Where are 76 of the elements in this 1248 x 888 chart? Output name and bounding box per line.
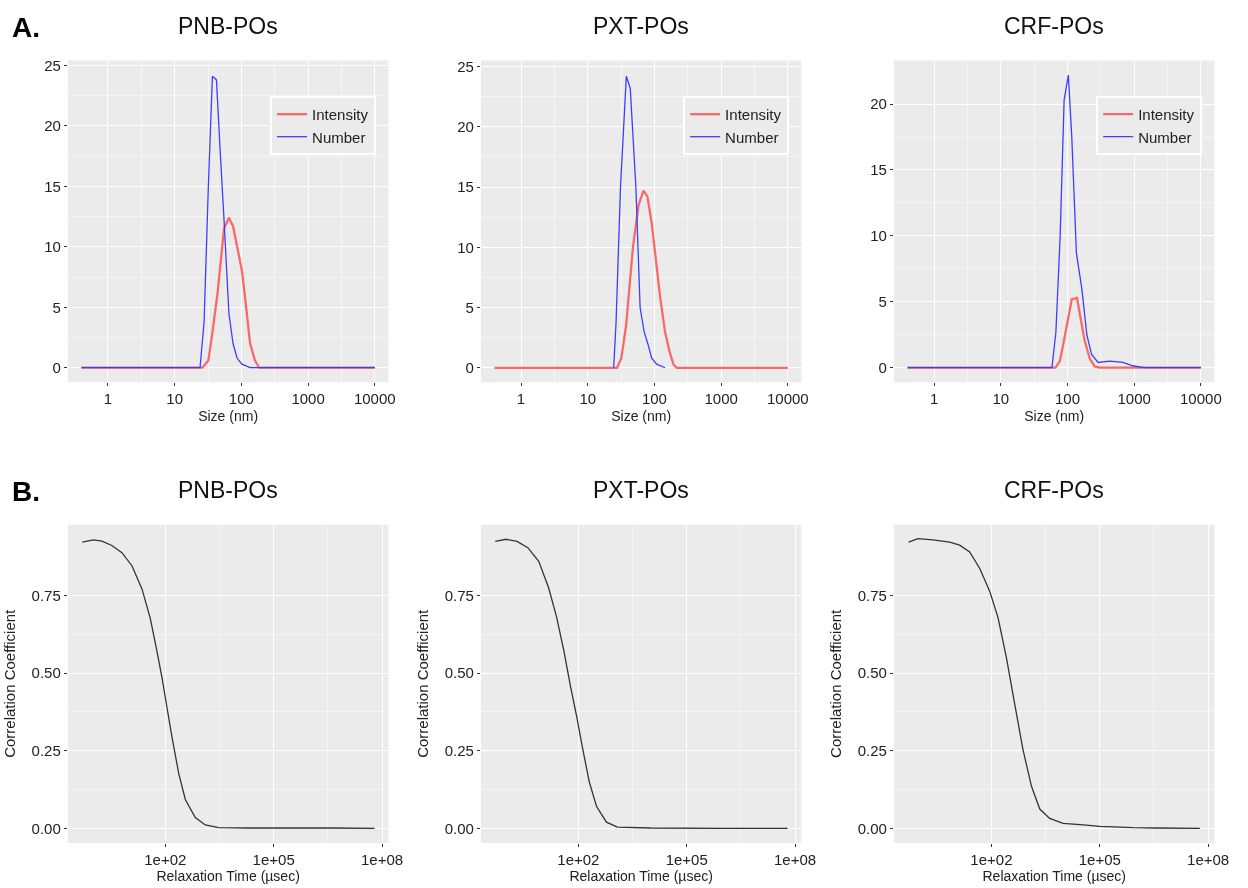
y-tick-label: 15 [870,161,887,179]
legend-label: Number [725,128,779,146]
y-tick-label: 10 [870,227,887,245]
x-axis-title: Size (nm) [1024,407,1085,424]
y-tick-label: 20 [457,118,474,136]
x-tick-label: 100 [228,390,254,408]
x-tick-label: 1 [103,390,113,408]
x-tick-label: 10 [166,390,184,408]
chart-title: CRF-POs [1004,13,1104,39]
y-tick-label: 5 [52,298,61,316]
legend-label: Intensity [312,106,369,124]
y-tick-label: 0.00 [857,819,887,837]
x-tick-label: 1e+02 [144,850,187,868]
legend-label: Intensity [1138,106,1195,124]
y-tick-label: 0.50 [857,664,887,682]
x-tick-label: 10 [992,390,1010,408]
x-axis-title: Size (nm) [198,407,259,424]
text: A. [12,12,40,43]
legend-label: Number [1138,128,1192,146]
y-tick-label: 25 [457,57,474,75]
x-tick-label: 10 [579,390,597,408]
x-tick-label: 1e+02 [557,850,600,868]
y-tick-label: 25 [44,56,61,74]
y-tick-label: 0.00 [444,819,474,837]
x-axis-title: Relaxation Time (µsec) [982,868,1126,885]
x-tick-label: 1e+05 [665,850,708,868]
x-axis-title: Size (nm) [611,407,672,424]
legend-label: Intensity [725,106,782,124]
x-tick-label: 1e+08 [1187,850,1230,868]
y-axis-title: Correlation Coefficient [413,608,431,758]
y-tick-label: 0.75 [857,586,887,604]
x-tick-label: 1000 [1117,390,1151,408]
x-tick-label: 100 [641,390,667,408]
x-tick-label: 1 [516,390,526,408]
chart-title: PXT-POs [593,13,689,39]
y-tick-label: 0 [52,358,61,376]
x-tick-label: 1000 [704,390,738,408]
x-tick-label: 1e+05 [252,850,295,868]
x-tick-label: 1e+02 [970,850,1013,868]
chart-title: PNB-POs [178,13,278,39]
y-tick-label: 0.50 [444,664,474,682]
y-tick-label: 5 [878,293,887,311]
x-tick-label: 1 [929,390,939,408]
y-tick-label: 10 [44,238,61,256]
x-tick-label: 10000 [1180,390,1222,408]
x-tick-label: 1e+08 [360,850,404,868]
y-tick-label: 15 [44,177,61,195]
y-axis-title: Correlation Coefficient [826,608,844,758]
y-tick-label: 15 [457,178,474,196]
x-tick-label: 1e+08 [774,850,817,868]
y-tick-label: 10 [457,238,474,256]
y-tick-label: 0 [878,358,887,376]
chart-title: PXT-POs [593,477,689,503]
y-tick-label: 0 [465,359,474,377]
y-tick-label: 0.25 [444,741,474,759]
x-tick-label: 10000 [766,390,809,408]
y-tick-label: 20 [44,117,61,135]
y-axis-title: Correlation Coefficient [0,608,18,758]
x-tick-label: 1000 [291,390,325,408]
y-tick-label: 0.25 [857,741,887,759]
x-tick-label: 1e+05 [1078,850,1121,868]
y-tick-label: 20 [870,95,887,113]
x-axis-title: Relaxation Time (µsec) [569,868,713,885]
y-tick-label: 5 [465,298,474,316]
y-tick-label: 0.25 [31,741,61,759]
y-tick-label: 0.00 [31,819,61,837]
chart-title: CRF-POs [1004,477,1104,503]
text: B. [12,476,40,507]
legend-label: Number [312,128,366,146]
y-tick-label: 0.50 [31,664,61,682]
x-axis-title: Relaxation Time (µsec) [156,868,300,885]
x-tick-label: 10000 [353,390,396,408]
y-tick-label: 0.75 [444,586,474,604]
x-tick-label: 100 [1054,390,1080,408]
chart-title: PNB-POs [178,477,278,503]
y-tick-label: 0.75 [31,586,61,604]
